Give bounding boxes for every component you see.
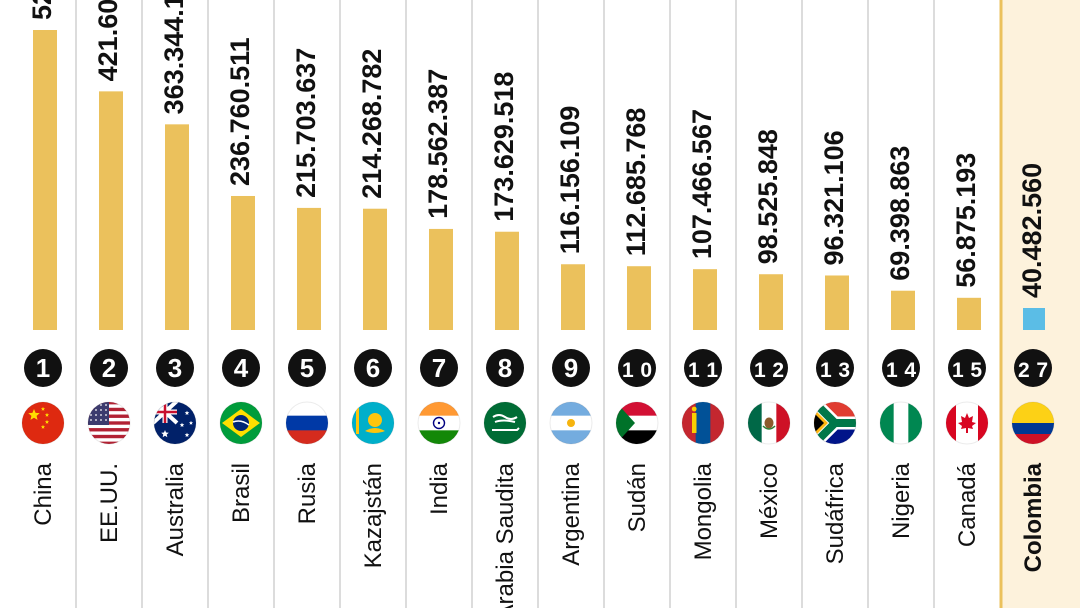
rank-badge: 12	[750, 349, 788, 387]
rank-badge: 7	[420, 349, 458, 387]
rank-badge: 9	[552, 349, 590, 387]
category-label: Arabia Saudita	[492, 462, 519, 608]
data-label: 421.60	[93, 0, 123, 81]
rank-number: 2	[102, 353, 116, 383]
data-label: 214.268.782	[357, 49, 387, 199]
flag-mongolia-icon	[681, 401, 725, 445]
rank-badge: 10	[618, 349, 656, 387]
bar	[825, 275, 849, 330]
rank-number: 8	[498, 353, 512, 383]
rank-number: 5	[300, 353, 314, 383]
data-label: 52	[27, 0, 57, 20]
rank-number: 9	[564, 353, 578, 383]
flag-sudan-icon	[615, 401, 659, 445]
data-label: 215.703.637	[291, 48, 321, 198]
category-label: Mongolia	[690, 462, 717, 560]
flag-india-icon	[417, 401, 461, 445]
bar	[33, 30, 57, 330]
rank-number: 3	[168, 353, 182, 383]
bar	[429, 228, 453, 330]
data-label: 69.398.863	[885, 146, 915, 281]
flag-saudi-arabia-icon	[483, 401, 527, 445]
highlight-column-background	[1001, 0, 1080, 608]
category-label: Sudáfrica	[822, 462, 849, 564]
rank-badge: 4	[222, 349, 260, 387]
rank-number: 4	[234, 353, 249, 383]
rank-badge: 15	[948, 349, 986, 387]
category-label: Colombia	[1020, 462, 1047, 572]
data-label: 173.629.518	[489, 72, 519, 222]
flag-mexico-icon	[747, 401, 791, 445]
category-label: Sudán	[624, 463, 651, 532]
category-label: Brasil	[228, 463, 255, 523]
category-label: EE.UU.	[96, 463, 123, 543]
flag-australia-icon	[153, 401, 197, 445]
rank-badge: 3	[156, 349, 194, 387]
data-label: 107.466.567	[687, 109, 717, 259]
rank-badge: 11	[684, 349, 722, 387]
rank-number: 7	[432, 353, 446, 383]
category-label: Kazajstán	[360, 463, 387, 568]
flag-usa-icon	[87, 401, 131, 445]
bar	[891, 290, 915, 330]
flag-china-icon	[21, 401, 65, 445]
rank-badge: 27	[1014, 349, 1052, 387]
category-label: Nigeria	[888, 462, 915, 539]
flag-nigeria-icon	[879, 401, 923, 445]
category-label: Argentina	[558, 462, 585, 565]
category-label: Australia	[162, 462, 189, 556]
data-label: 40.482.560	[1017, 163, 1047, 298]
data-label: 112.685.768	[621, 108, 651, 257]
data-label: 178.562.387	[423, 69, 453, 219]
bar	[1023, 308, 1045, 330]
data-label: 56.875.193	[951, 153, 981, 288]
rank-badge: 2	[90, 349, 128, 387]
flag-colombia-icon	[1011, 401, 1055, 445]
data-label: 363.344.1	[159, 0, 189, 114]
category-label: China	[30, 462, 57, 525]
data-label: 96.321.106	[819, 130, 849, 265]
rank-number: 6	[366, 353, 380, 383]
data-label: 236.760.511	[225, 37, 255, 186]
flag-argentina-icon	[549, 401, 593, 445]
rank-badge: 14	[882, 349, 920, 387]
rank-badge: 1	[24, 349, 62, 387]
bar	[561, 264, 585, 330]
flag-canada-icon	[945, 401, 989, 445]
bar	[297, 207, 321, 330]
rank-badge: 5	[288, 349, 326, 387]
bar	[693, 269, 717, 330]
bar	[99, 91, 123, 330]
flag-russia-icon	[285, 401, 329, 445]
data-label: 116.156.109	[555, 106, 585, 255]
rank-number: 1	[36, 353, 50, 383]
rank-badge: 6	[354, 349, 392, 387]
category-label: México	[756, 463, 783, 539]
flag-kazakhstan-icon	[351, 401, 395, 445]
bar	[363, 208, 387, 330]
category-label: India	[426, 462, 453, 515]
rank-badge: 13	[816, 349, 854, 387]
bar	[759, 274, 783, 330]
flag-south-africa-icon	[813, 401, 857, 445]
rank-badge: 8	[486, 349, 524, 387]
bar	[165, 124, 189, 330]
flag-brazil-icon	[219, 401, 263, 445]
bar	[957, 297, 981, 330]
data-label: 98.525.848	[753, 129, 783, 264]
bar	[231, 195, 255, 330]
bar	[627, 266, 651, 330]
bar	[495, 231, 519, 330]
category-label: Canadá	[954, 462, 981, 547]
category-label: Rusia	[294, 462, 321, 524]
